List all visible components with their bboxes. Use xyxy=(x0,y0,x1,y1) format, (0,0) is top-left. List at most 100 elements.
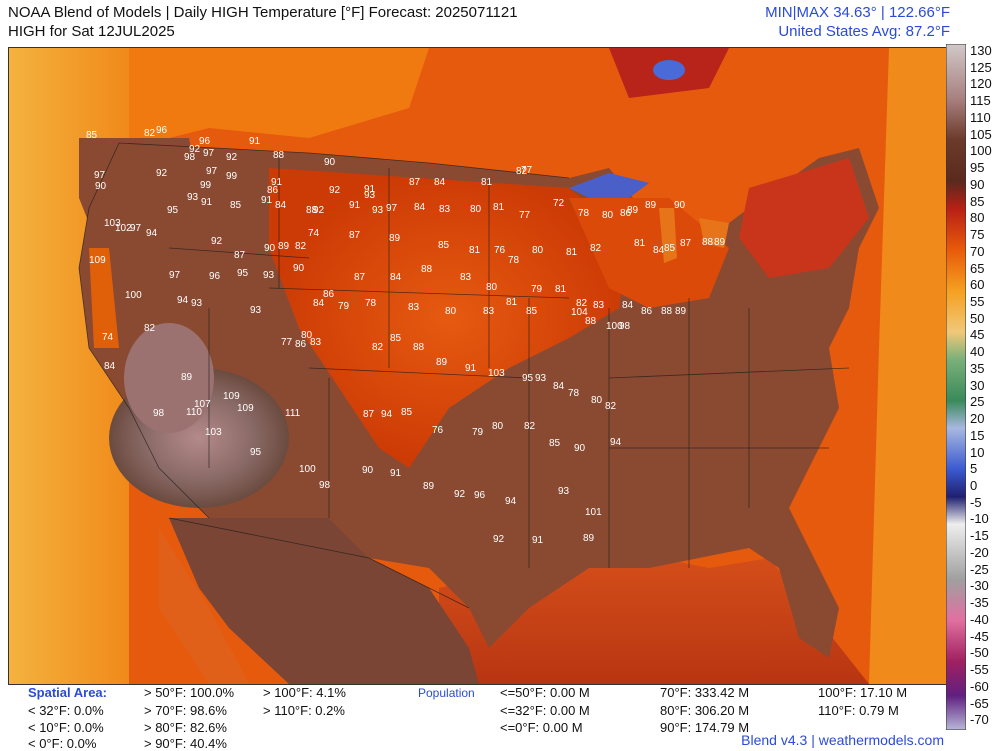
temperature-label: 81 xyxy=(506,297,518,308)
temperature-label: 90 xyxy=(293,263,305,274)
temperature-label: 92 xyxy=(493,534,505,545)
temperature-label: 74 xyxy=(308,228,320,239)
temperature-label: 96 xyxy=(156,125,168,136)
temperature-label: 88 xyxy=(585,316,597,327)
temperature-label: 84 xyxy=(414,202,426,213)
temperature-label: 82 xyxy=(372,342,384,353)
temperature-label: 78 xyxy=(578,208,590,219)
northeast-warm-band xyxy=(739,158,869,278)
colorbar-tick: 90 xyxy=(970,176,985,192)
colorbar-tick: 80 xyxy=(970,210,985,226)
temperature-label: 85 xyxy=(230,200,242,211)
colorbar-tick: 105 xyxy=(970,126,992,142)
temperature-label: 91 xyxy=(201,197,213,208)
temperature-label: 72 xyxy=(553,198,565,209)
temperature-label: 84 xyxy=(434,177,446,188)
colorbar xyxy=(946,44,966,730)
temperature-label: 83 xyxy=(408,302,420,313)
temperature-label: 88 xyxy=(306,205,318,216)
temperature-label: 82 xyxy=(605,401,617,412)
pop-100: 100°F: 17.10 M xyxy=(818,685,908,700)
temperature-label: 78 xyxy=(508,255,520,266)
temperature-label: 84 xyxy=(390,272,402,283)
spatial-gt80: > 80°F: 82.6% xyxy=(144,720,227,735)
temperature-label: 109 xyxy=(237,403,254,414)
temperature-label: 97 xyxy=(206,166,218,177)
spatial-lt10: < 10°F: 0.0% xyxy=(28,720,104,735)
temperature-label: 83 xyxy=(460,272,472,283)
temperature-label: 104 xyxy=(571,307,588,318)
temperature-label: 87 xyxy=(680,238,692,249)
temperature-label: 91 xyxy=(261,195,273,206)
temperature-label: 96 xyxy=(209,271,221,282)
temperature-label: 79 xyxy=(338,301,350,312)
temperature-label: 109 xyxy=(89,255,106,266)
temperature-label: 90 xyxy=(362,465,374,476)
temperature-label: 77 xyxy=(281,337,293,348)
colorbar-tick: 10 xyxy=(970,444,985,460)
spatial-gt100: > 100°F: 4.1% xyxy=(263,685,346,700)
temperature-label: 80 xyxy=(486,282,498,293)
temperature-label: 109 xyxy=(223,391,240,402)
temperature-label: 96 xyxy=(474,490,486,501)
temperature-label: 92 xyxy=(313,205,325,216)
colorbar-tick: 100 xyxy=(970,143,992,159)
temperature-label: 82 xyxy=(144,323,156,334)
temperature-label: 87 xyxy=(234,250,246,261)
temperature-label: 84 xyxy=(104,361,116,372)
plains-warm-band xyxy=(269,168,629,468)
temperature-label: 97 xyxy=(386,203,398,214)
lake-huron xyxy=(699,218,729,248)
temperature-label: 93 xyxy=(187,192,199,203)
spatial-gt70: > 70°F: 98.6% xyxy=(144,703,227,718)
pop-le0: <=0°F: 0.00 M xyxy=(500,720,583,735)
temperature-label: 93 xyxy=(372,205,384,216)
temperature-label: 82 xyxy=(524,421,536,432)
temperature-label: 81 xyxy=(566,247,578,258)
temperature-label: 94 xyxy=(146,228,158,239)
temperature-label: 76 xyxy=(432,425,444,436)
colorbar-tick: -25 xyxy=(970,561,989,577)
temperature-label: 85 xyxy=(549,438,561,449)
colorbar-tick: 130 xyxy=(970,43,992,58)
temperature-label: 98 xyxy=(619,321,631,332)
colorbar-tick: 5 xyxy=(970,461,978,477)
spatial-lt0: < 0°F: 0.0% xyxy=(28,736,97,751)
temperature-label: 93 xyxy=(535,373,547,384)
temperature-label: 81 xyxy=(481,177,493,188)
temperature-label: 85 xyxy=(438,240,450,251)
temperature-map[interactable]: 96 82 85 92 96 91 88 97 98 92 90 92 97 99 99 97 90 91 86 92… xyxy=(8,47,947,685)
colorbar-tick: 60 xyxy=(970,277,985,293)
temperature-label: 89 xyxy=(714,237,726,248)
temperature-label: 93 xyxy=(364,190,376,201)
temperature-label: 80 xyxy=(301,330,313,341)
temperature-label: 85 xyxy=(664,243,676,254)
colorbar-tick: -20 xyxy=(970,544,989,560)
footer-credit[interactable]: Blend v4.3 | weathermodels.com xyxy=(741,732,944,748)
temperature-label: 84 xyxy=(553,381,565,392)
population-label: Population xyxy=(418,686,475,700)
temperature-label: 89 xyxy=(645,200,657,211)
pop-le50: <=50°F: 0.00 M xyxy=(500,685,590,700)
temperature-label: 92 xyxy=(226,152,238,163)
temperature-label: 110 xyxy=(186,407,202,418)
colorbar-tick: -40 xyxy=(970,611,989,627)
colorbar-tick: -15 xyxy=(970,528,989,544)
temperature-label: 89 xyxy=(278,241,290,252)
temperature-label: 84 xyxy=(313,298,325,309)
temperature-label: 93 xyxy=(250,305,262,316)
temperature-label: 80 xyxy=(470,204,482,215)
temperature-label: 82 xyxy=(295,241,307,252)
colorbar-tick: -5 xyxy=(970,494,982,510)
lake-superior xyxy=(569,173,649,198)
temperature-label: 78 xyxy=(568,388,580,399)
temperature-label: 82 xyxy=(576,298,588,309)
temperature-label: 91 xyxy=(349,200,361,211)
colorbar-tick: 70 xyxy=(970,243,985,259)
temperature-label: 77 xyxy=(519,210,531,221)
temperature-label: 100 xyxy=(606,321,623,332)
colorbar-tick: -55 xyxy=(970,662,989,678)
temperature-label: 103 xyxy=(205,427,222,438)
temperature-label: 97 xyxy=(94,170,106,181)
temperature-label: 84 xyxy=(275,200,287,211)
